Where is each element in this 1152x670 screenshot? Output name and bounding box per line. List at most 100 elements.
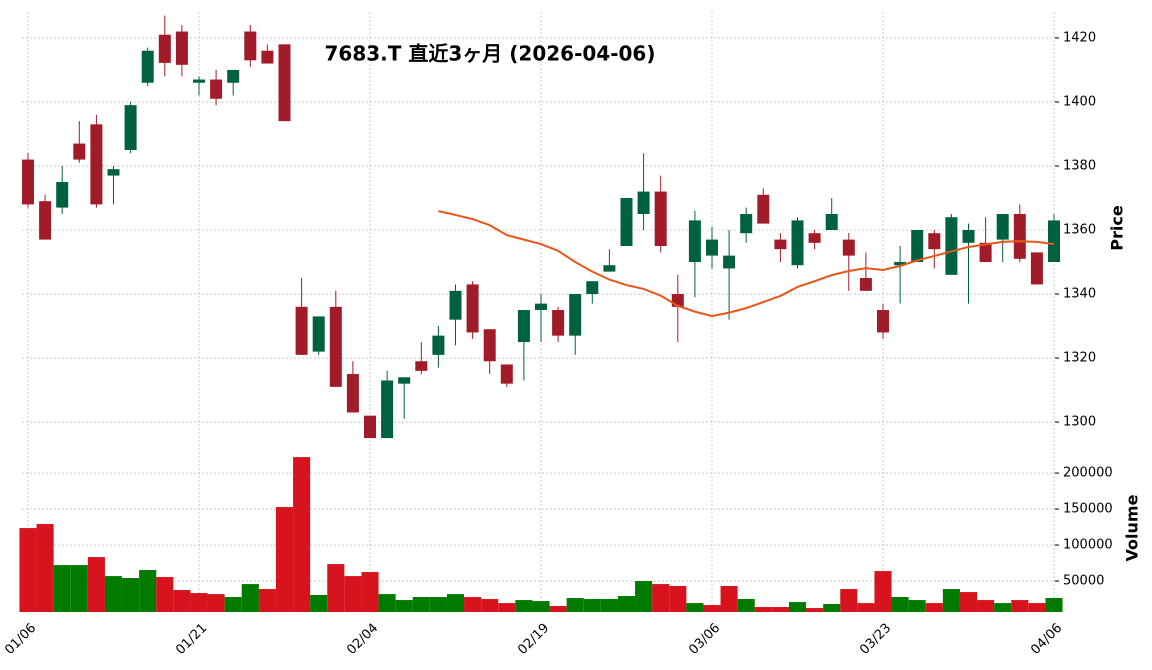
candle-body [175, 31, 188, 65]
candle-body [398, 377, 411, 384]
volume-bar [275, 507, 294, 612]
candle-body [808, 233, 821, 243]
candle-body [894, 262, 907, 266]
candle-body [877, 310, 889, 333]
volume-bar [549, 606, 567, 612]
candle-body [740, 213, 753, 234]
volume-bar [788, 602, 807, 612]
candle-body [962, 230, 975, 243]
volume-bar [703, 605, 721, 612]
volume-bar [635, 581, 653, 612]
volume-bar [566, 598, 584, 612]
volume-bar [173, 590, 191, 612]
volume-bar [600, 599, 618, 612]
candle-body [517, 310, 530, 343]
volume-bar [241, 584, 259, 612]
volume-bar [87, 557, 105, 612]
volume-bar [806, 608, 824, 612]
volume-bar [429, 597, 447, 612]
candle-body [261, 50, 274, 64]
volume-bar [224, 597, 242, 612]
volume-bar [771, 607, 789, 612]
x-tick-label: 01/06 [2, 621, 39, 658]
candle-body [842, 239, 855, 256]
y-tick-label: 1400 [1063, 94, 1096, 109]
volume-bar [994, 603, 1012, 612]
volume-bar [1028, 603, 1046, 612]
volume-bar [669, 586, 687, 612]
candle-body [1030, 252, 1043, 285]
y-tick-label: 50000 [1063, 574, 1104, 589]
x-tick-label: 02/19 [515, 621, 552, 658]
candle-body [141, 50, 154, 83]
candle-body [483, 329, 496, 362]
volume-bar [532, 601, 550, 612]
volume-bar [446, 594, 465, 612]
candle-body [706, 239, 718, 256]
volume-bar [652, 584, 670, 612]
candle-body [364, 415, 376, 439]
volume-bar [361, 572, 379, 612]
candle-body [654, 191, 667, 247]
candle-body [90, 124, 103, 205]
candle-body [535, 303, 547, 311]
candle-body [415, 361, 428, 371]
candle-body [193, 79, 205, 83]
candle-body [346, 374, 359, 413]
candle-body [774, 239, 787, 250]
volume-bar [515, 600, 533, 612]
candle-body [466, 284, 479, 333]
volume-bar [1045, 598, 1063, 612]
candle-body [569, 294, 582, 336]
y-tick-label: 1320 [1063, 351, 1096, 366]
volume-bar [1011, 600, 1029, 612]
candle-body [500, 364, 513, 384]
candle-body [859, 278, 872, 291]
volume-bar [327, 564, 345, 612]
x-tick-label: 02/04 [344, 621, 381, 658]
y-axis-label: Price [1108, 205, 1127, 251]
candle-body [56, 181, 69, 208]
volume-bar [464, 597, 482, 612]
volume-bar [258, 589, 276, 612]
volume-bar [583, 599, 601, 612]
candle-body [381, 380, 394, 439]
volume-bar [874, 571, 892, 612]
candle-body [791, 220, 804, 266]
candle-body [158, 34, 171, 63]
volume-bar [344, 576, 362, 612]
volume-bar [207, 594, 225, 612]
candle-body [278, 44, 291, 122]
candle-body [586, 281, 599, 295]
x-tick-label: 03/06 [686, 621, 723, 658]
volume-bar [122, 578, 140, 612]
candle-body [723, 255, 736, 269]
y-tick-label: 1380 [1063, 158, 1096, 173]
candle-body [1013, 213, 1026, 259]
volume-bar [720, 586, 738, 612]
candle-body [1048, 220, 1060, 263]
x-tick-label: 03/23 [857, 621, 894, 658]
y-axis-label: Volume [1123, 494, 1142, 561]
volume-bar [53, 565, 71, 612]
volume-bar [737, 599, 755, 612]
y-tick-label: 1360 [1063, 223, 1096, 238]
candle-body [928, 233, 941, 250]
candle-body [637, 191, 650, 214]
volume-bar [840, 589, 858, 612]
candle-body [22, 159, 34, 205]
volume-bar [190, 593, 208, 612]
y-tick-label: 1420 [1063, 30, 1096, 45]
candle-body [552, 310, 565, 336]
y-tick-label: 1300 [1063, 415, 1096, 430]
volume-bar [754, 607, 772, 612]
candle-body [911, 230, 924, 263]
volume-bar [378, 594, 396, 612]
volume-bar [139, 570, 157, 612]
candle-body [688, 220, 701, 263]
candle-body [107, 169, 120, 176]
volume-bar [891, 597, 909, 612]
volume-bar [156, 577, 174, 612]
candle-body [73, 143, 86, 160]
